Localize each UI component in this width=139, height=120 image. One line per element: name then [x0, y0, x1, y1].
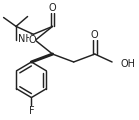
Text: F: F	[29, 106, 34, 116]
Text: OH: OH	[121, 59, 136, 69]
Text: O: O	[29, 35, 36, 45]
Text: NH: NH	[18, 34, 32, 44]
Text: O: O	[91, 30, 99, 40]
Text: O: O	[49, 3, 56, 13]
